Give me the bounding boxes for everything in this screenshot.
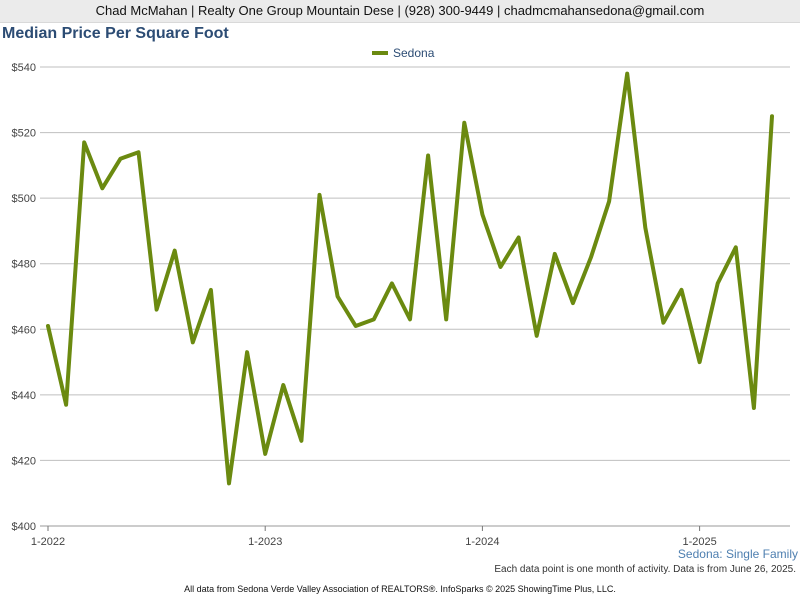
legend-label: Sedona	[393, 46, 435, 60]
y-tick-label: $520	[12, 128, 36, 140]
y-tick-label: $440	[12, 390, 36, 402]
chart-title: Median Price Per Square Foot	[2, 25, 229, 42]
x-tick-label: 1-2023	[248, 536, 282, 545]
chart-legend[interactable]: Sedona	[372, 45, 434, 61]
x-tick-label: 1-2022	[31, 536, 65, 545]
x-tick-label: 1-2025	[682, 536, 716, 545]
chart-subtitle: Sedona: Single Family	[677, 547, 798, 561]
y-tick-label: $420	[12, 455, 36, 467]
y-tick-label: $460	[12, 324, 36, 336]
footer-credits: All data from Sedona Verde Valley Associ…	[184, 584, 616, 594]
legend-line-swatch	[372, 51, 388, 55]
data-note: Each data point is one month of activity…	[494, 564, 796, 575]
y-tick-label: $400	[12, 521, 36, 533]
x-tick-label: 1-2024	[465, 536, 499, 545]
y-tick-label: $540	[12, 62, 36, 74]
agent-contact-header: Chad McMahan | Realty One Group Mountain…	[0, 0, 800, 23]
y-tick-label: $500	[12, 193, 36, 205]
line-chart[interactable]: $400 $420 $440 $460 $480 $500 $520 $540 1-2022 1-…	[0, 0, 800, 545]
series-line-sedona	[46, 71, 774, 486]
y-tick-label: $480	[12, 259, 36, 271]
